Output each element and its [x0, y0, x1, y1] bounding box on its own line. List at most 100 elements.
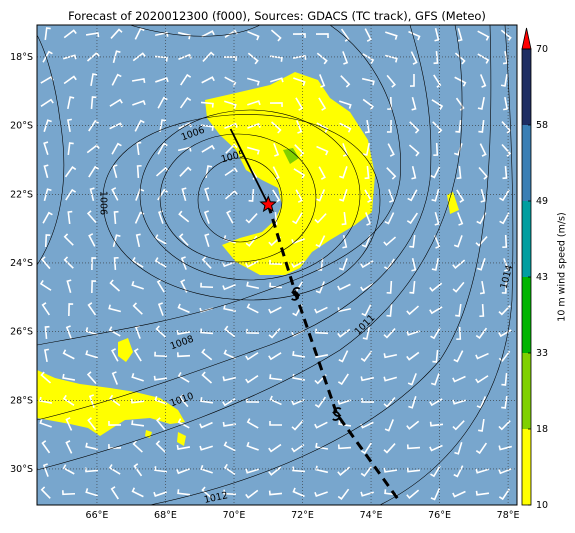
wind-barb — [291, 398, 305, 406]
wind-barb — [383, 443, 396, 454]
wind-barb — [316, 145, 329, 156]
wind-barb — [247, 77, 260, 86]
wind-barb — [479, 303, 485, 318]
wind-barb — [455, 97, 465, 111]
wind-barb — [452, 375, 466, 383]
wind-barb — [475, 490, 490, 496]
wind-barb — [226, 210, 234, 224]
wind-barb — [156, 417, 166, 431]
wind-barb — [315, 328, 329, 335]
wind-barb — [315, 281, 325, 294]
wind-barb — [269, 102, 283, 107]
wind-barb — [155, 440, 166, 453]
wind-barb — [200, 328, 214, 335]
wind-barb — [268, 466, 282, 476]
wind-barb — [429, 282, 443, 292]
wind-barb — [222, 398, 236, 407]
wind-barb — [130, 398, 145, 404]
wind-barb — [67, 142, 74, 156]
wind-barb — [41, 302, 51, 316]
wind-barb — [431, 99, 444, 110]
wind-barb — [113, 256, 119, 271]
wind-barb — [386, 303, 393, 317]
wind-barb — [201, 76, 215, 84]
wind-barb — [292, 33, 306, 38]
wind-barb — [316, 52, 328, 65]
wind-barb — [386, 280, 393, 294]
wind-barb — [132, 440, 143, 453]
wind-barb — [406, 330, 420, 336]
wind-barb — [41, 440, 51, 454]
wind-barb — [247, 52, 259, 65]
wind-barb — [430, 488, 441, 501]
wind-barb — [383, 353, 398, 359]
wind-barb — [62, 349, 75, 360]
wind-barb — [88, 233, 96, 247]
wind-barb — [63, 54, 77, 60]
wind-area — [37, 370, 185, 436]
isobar — [197, 157, 283, 243]
wind-barb — [337, 307, 352, 313]
wind-barb — [341, 211, 347, 226]
wind-barb — [499, 212, 510, 225]
wind-barb — [85, 350, 98, 359]
wind-barb — [132, 302, 143, 315]
wind-barb — [342, 51, 349, 65]
wind-barb — [479, 74, 487, 88]
isobar — [102, 114, 381, 301]
wind-barb — [455, 303, 462, 317]
wind-barb — [269, 259, 283, 265]
wind-barb — [500, 29, 512, 42]
wind-barb — [91, 280, 97, 294]
wind-barb — [90, 96, 97, 110]
wind-barb — [387, 96, 393, 110]
colorbar-tick-label: 58 — [536, 120, 548, 131]
wind-barb — [432, 121, 443, 134]
wind-barb — [453, 350, 464, 363]
wind-barb — [456, 165, 462, 180]
wind-barb — [452, 420, 465, 431]
colorbar-segment — [522, 429, 531, 505]
wind-barb — [245, 260, 259, 268]
wind-barb — [498, 445, 513, 451]
wind-barb — [456, 189, 465, 203]
wind-barb — [360, 376, 375, 382]
wind-barb — [479, 143, 487, 157]
wind-barb — [109, 98, 123, 107]
wind-barb — [337, 283, 351, 291]
wind-barb — [86, 371, 97, 385]
wind-area — [283, 148, 299, 164]
wind-barb — [40, 486, 51, 499]
wind-barb — [364, 28, 372, 42]
wind-barb — [224, 122, 238, 129]
wind-barb — [314, 213, 327, 224]
x-tick-label: 72°E — [291, 510, 314, 521]
wind-barb — [434, 27, 440, 42]
wind-barb — [478, 418, 485, 432]
wind-barb — [478, 119, 485, 133]
wind-barb — [475, 442, 488, 455]
x-tick-label: 68°E — [154, 510, 177, 521]
wind-barb — [224, 100, 237, 109]
isobar — [379, 25, 514, 505]
wind-barb — [315, 33, 329, 38]
wind-barb — [340, 28, 350, 42]
wind-barb — [155, 325, 166, 338]
wind-barb — [296, 120, 303, 134]
wind-barb — [292, 212, 303, 225]
wind-barb — [113, 210, 119, 225]
past-track — [229, 128, 270, 205]
wind-barb — [132, 52, 146, 62]
wind-barb — [200, 397, 214, 404]
wind-barb — [498, 420, 511, 431]
wind-barb — [39, 396, 53, 404]
wind-barb — [131, 257, 144, 268]
wind-barb — [295, 189, 303, 203]
wind-area — [177, 432, 186, 446]
wind-barb — [176, 352, 191, 358]
wind-barb — [180, 256, 187, 270]
wind-barb — [87, 417, 97, 431]
wind-barb — [131, 373, 144, 382]
wind-barb — [177, 31, 191, 40]
wind-barb — [245, 468, 259, 474]
